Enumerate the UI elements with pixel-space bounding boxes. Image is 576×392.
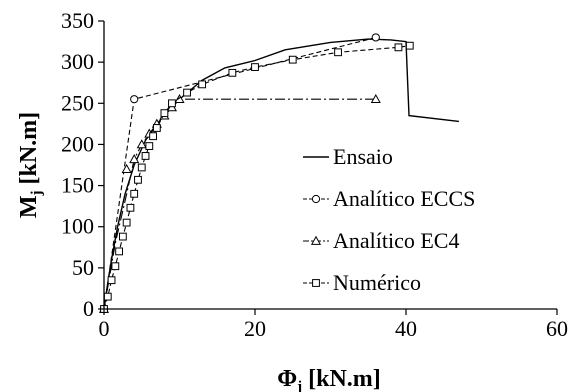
data-point-numerico (152, 124, 161, 132)
data-point-numerico (115, 247, 123, 256)
legend-item-analitico-ec4: Analítico EC4 (303, 228, 459, 253)
data-point-analitico-ec4 (136, 139, 147, 149)
y-tick-label: 200 (61, 131, 94, 156)
y-tick-label: 300 (61, 49, 94, 74)
data-point-numerico (103, 292, 112, 301)
legend-item-ensaio: Ensaio (303, 144, 393, 169)
legend-item-analitico-eccs: Analítico ECCS (303, 186, 475, 211)
x-tick-label: 60 (546, 316, 568, 341)
series-ensaio (103, 38, 459, 310)
x-tick-label: 20 (244, 316, 266, 341)
data-point-numerico (130, 189, 139, 198)
data-point-numerico (141, 152, 150, 160)
data-point-analitico-eccs (371, 33, 380, 42)
data-point-analitico-ec4 (370, 93, 381, 104)
data-point-numerico (160, 109, 169, 118)
x-axis-title: Φj [kN.m] (277, 366, 381, 392)
series-line-analitico-eccs (103, 36, 376, 310)
data-point-numerico (134, 175, 142, 184)
legend-item-numerico: Numérico (303, 270, 421, 295)
data-point-numerico (288, 55, 297, 64)
series-line-ensaio (103, 38, 459, 310)
data-point-numerico (198, 80, 207, 89)
legend-label: Numérico (333, 270, 421, 295)
legend-label: Analítico EC4 (333, 228, 459, 253)
data-point-analitico-eccs (130, 95, 139, 104)
x-tick-label: 0 (99, 316, 110, 341)
data-point-numerico (126, 203, 135, 212)
data-point-numerico (228, 68, 237, 77)
data-point-numerico (118, 232, 127, 241)
y-tick-label: 350 (61, 8, 94, 33)
data-point-numerico (149, 132, 157, 141)
data-point-numerico (183, 88, 191, 97)
x-tick-label: 40 (395, 316, 417, 341)
data-point-numerico (251, 63, 259, 71)
data-point-analitico-ec4 (121, 163, 132, 173)
data-point-numerico (111, 262, 120, 271)
series-numerico (100, 41, 414, 313)
y-tick-label: 0 (83, 296, 94, 321)
legend-label: Analítico ECCS (333, 186, 475, 211)
legend: Ensaio Analítico ECCS Analítico EC4 Numéric… (303, 144, 475, 295)
data-point-numerico (122, 218, 131, 227)
data-point-numerico (137, 163, 146, 172)
legend-marker (312, 279, 320, 287)
y-tick-label: 50 (72, 255, 94, 280)
data-point-numerico (394, 43, 403, 52)
data-point-numerico (334, 48, 342, 57)
data-point-numerico (168, 99, 176, 108)
legend-marker (310, 235, 322, 245)
legend-label: Ensaio (333, 144, 393, 169)
data-point-analitico-ec4 (174, 93, 185, 104)
y-tick-label: 150 (61, 173, 94, 198)
y-axis-title: Mj [kN.m] (16, 112, 45, 218)
legend-marker (311, 194, 321, 204)
data-point-numerico (405, 41, 414, 50)
y-tick-label: 100 (61, 214, 94, 239)
axes-layer: 0 50 100 150 200 250 300 350 0 20 40 60 (61, 8, 568, 341)
data-point-analitico-ec4 (129, 154, 140, 164)
data-point-numerico (145, 142, 154, 150)
data-point-numerico (107, 276, 116, 285)
y-tick-label: 250 (61, 90, 94, 115)
